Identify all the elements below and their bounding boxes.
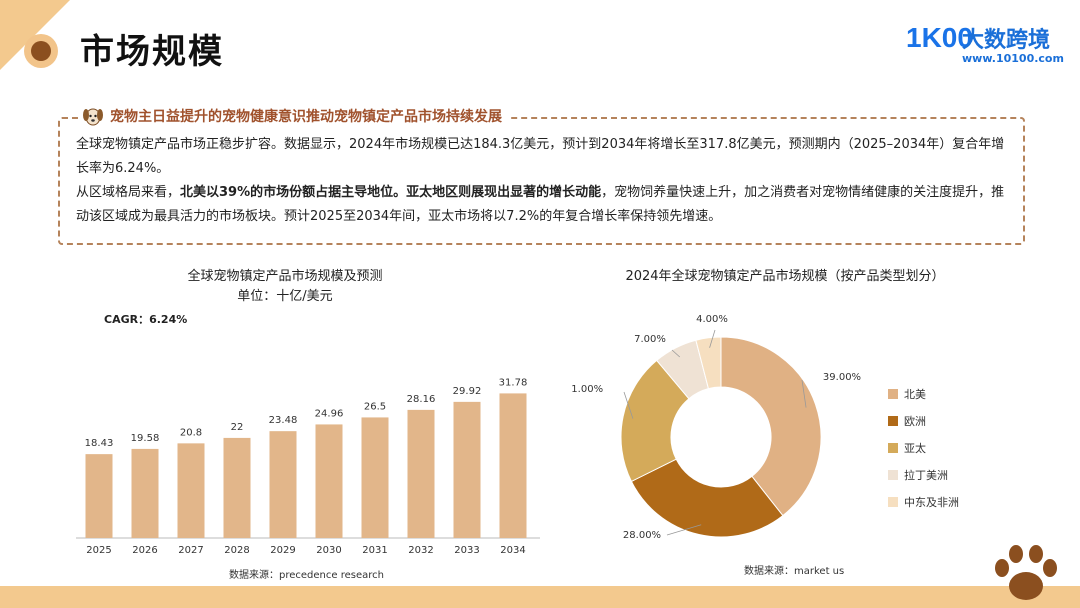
bar-value-label: 24.96 bbox=[315, 408, 344, 419]
legend-label: 亚太 bbox=[904, 441, 926, 455]
para2-intro: 从区域格局来看， bbox=[76, 185, 181, 200]
pie-percent-label: 28.00% bbox=[623, 530, 661, 541]
legend-label: 中东及非洲 bbox=[904, 495, 959, 509]
bar-value-label: 26.5 bbox=[364, 401, 386, 412]
pie-slice-中东及非洲 bbox=[695, 336, 722, 390]
legend-label: 北美 bbox=[904, 387, 926, 401]
bar-value-label: 28.16 bbox=[407, 394, 436, 405]
cagr-label: CAGR：6.24% bbox=[104, 313, 188, 326]
legend-label: 拉丁美洲 bbox=[904, 468, 948, 482]
pie-chart: 39.00% 28.00% 21.00% 7.00% 4.00% bbox=[572, 314, 861, 541]
brand-logo: 1K00 大数跨境 www.10100.com bbox=[906, 20, 1066, 70]
summary-text: 全球宠物镇定产品市场正稳步扩容。数据显示，2024年市场规模已达184.3亿美元… bbox=[76, 133, 1006, 229]
x-tick-label: 2033 bbox=[454, 545, 479, 556]
pie-leader-line bbox=[671, 349, 681, 358]
summary-box bbox=[58, 117, 1025, 245]
bar-2033 bbox=[453, 401, 481, 538]
paw-icon bbox=[995, 545, 1057, 600]
legend-item: 拉丁美洲 bbox=[888, 461, 959, 488]
bar-2028 bbox=[223, 437, 251, 538]
summary-paragraph-2: 从区域格局来看，北美以39%的市场份额占据主导地位。亚太地区则展现出显著的增长动… bbox=[76, 181, 1006, 229]
pie-slice-欧洲 bbox=[630, 458, 784, 538]
logo-mark: 1K00 bbox=[906, 22, 973, 53]
summary-heading-text: 宠物主日益提升的宠物健康意识推动宠物镇定产品市场持续发展 bbox=[110, 109, 502, 125]
legend-item: 欧洲 bbox=[888, 407, 959, 434]
title-bullet-icon bbox=[24, 34, 58, 68]
legend-swatch bbox=[888, 469, 898, 480]
bar-2029 bbox=[269, 431, 297, 538]
legend-swatch bbox=[888, 442, 898, 453]
bar-value-label: 31.78 bbox=[499, 377, 528, 388]
x-tick-label: 2025 bbox=[86, 545, 111, 556]
logo-url: www.10100.com bbox=[962, 52, 1064, 65]
legend-label: 欧洲 bbox=[904, 414, 926, 428]
x-tick-label: 2029 bbox=[270, 545, 295, 556]
page-title: 市场规模 bbox=[80, 32, 224, 72]
dog-icon bbox=[83, 108, 103, 126]
bar-chart-subtitle: 单位：十亿/美元 bbox=[237, 289, 333, 304]
bar-value-label: 19.58 bbox=[131, 433, 160, 444]
x-tick-label: 2026 bbox=[132, 545, 157, 556]
x-tick-label: 2027 bbox=[178, 545, 203, 556]
pie-leader-line bbox=[709, 329, 716, 348]
bar-2032 bbox=[407, 409, 435, 538]
legend-swatch bbox=[888, 496, 898, 507]
pie-legend: 北美欧洲亚太拉丁美洲中东及非洲 bbox=[888, 380, 959, 515]
x-tick-label: 2028 bbox=[224, 545, 249, 556]
bar-2034 bbox=[499, 393, 527, 538]
bar-value-label: 29.92 bbox=[453, 386, 482, 397]
logo-name: 大数跨境 bbox=[962, 28, 1051, 53]
pie-leader-line bbox=[666, 524, 702, 536]
para2-highlight: 北美以39%的市场份额占据主导地位。亚太地区则展现出显著的增长动能 bbox=[180, 185, 602, 200]
bar-2026 bbox=[131, 448, 159, 538]
x-tick-label: 2034 bbox=[500, 545, 525, 556]
pie-chart-source: 数据来源：market us bbox=[744, 566, 845, 577]
legend-swatch bbox=[888, 388, 898, 399]
pie-percent-label: 21.00% bbox=[572, 384, 603, 395]
para2-rest: ，宠物饲养量快速上升，加之消费者对宠物情绪健康的关注度提升，推动该区域成为最具活… bbox=[76, 185, 1005, 224]
legend-item: 北美 bbox=[888, 380, 959, 407]
x-tick-label: 2032 bbox=[408, 545, 433, 556]
bar-value-label: 23.48 bbox=[269, 415, 298, 426]
bar-2027 bbox=[177, 443, 205, 538]
pie-percent-label: 4.00% bbox=[696, 314, 728, 325]
bar-2031 bbox=[361, 417, 389, 538]
x-tick-label: 2030 bbox=[316, 545, 341, 556]
bar-chart-source: 数据来源：precedence research bbox=[229, 570, 384, 581]
legend-item: 中东及非洲 bbox=[888, 488, 959, 515]
bar-value-label: 20.8 bbox=[180, 427, 202, 438]
bar-2030 bbox=[315, 424, 343, 538]
bar-chart-title: 全球宠物镇定产品市场规模及预测 bbox=[187, 269, 383, 284]
bar-chart: 18.43 2025 19.58 2026 20.8 2027 22 2028 23.48 202… bbox=[76, 377, 540, 556]
legend-swatch bbox=[888, 415, 898, 426]
pie-leader-line bbox=[623, 391, 634, 419]
pie-percent-label: 7.00% bbox=[634, 334, 666, 345]
summary-paragraph-1: 全球宠物镇定产品市场正稳步扩容。数据显示，2024年市场规模已达184.3亿美元… bbox=[76, 137, 1005, 176]
bar-value-label: 18.43 bbox=[85, 438, 114, 449]
bottom-band bbox=[0, 586, 1080, 608]
legend-item: 亚太 bbox=[888, 434, 959, 461]
x-tick-label: 2031 bbox=[362, 545, 387, 556]
pie-slice-北美 bbox=[720, 336, 822, 517]
pie-percent-label: 39.00% bbox=[823, 372, 861, 383]
bar-value-label: 22 bbox=[231, 422, 244, 433]
pie-chart-title: 2024年全球宠物镇定产品市场规模（按产品类型划分） bbox=[625, 269, 945, 284]
bar-2025 bbox=[85, 454, 113, 538]
summary-heading: 宠物主日益提升的宠物健康意识推动宠物镇定产品市场持续发展 bbox=[78, 103, 510, 129]
pie-leader-line bbox=[801, 379, 807, 408]
